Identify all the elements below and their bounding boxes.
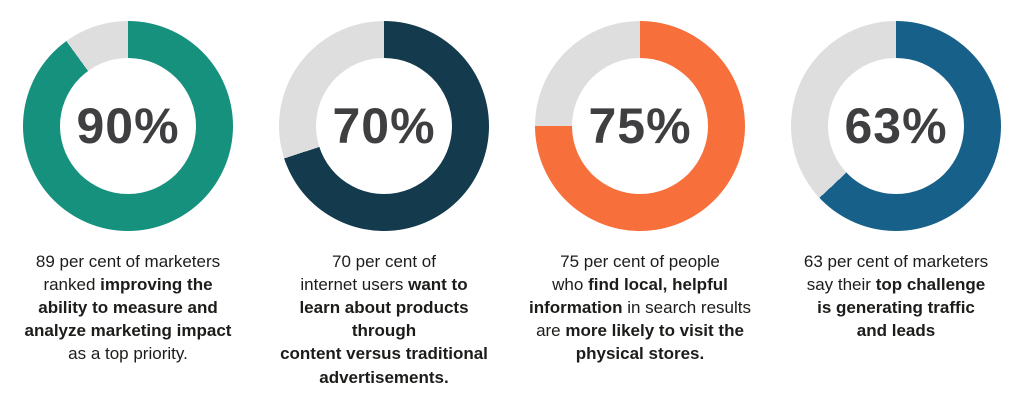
description-line: are more likely to visit the bbox=[529, 319, 751, 342]
description-bold-text: advertisements. bbox=[319, 367, 449, 387]
donut-hole: 90% bbox=[60, 58, 196, 194]
donut-hole: 75% bbox=[572, 58, 708, 194]
stat-card-measure-impact: 90% 89 per cent of marketers ranked impro… bbox=[0, 0, 256, 389]
description-text: 63 per cent of marketers bbox=[803, 252, 989, 271]
description-line: who find local, helpful bbox=[529, 273, 751, 296]
description-bold-text: top challenge bbox=[875, 275, 986, 295]
description-line: content versus traditional bbox=[266, 342, 502, 365]
description-bold-text: is generating traffic bbox=[817, 298, 975, 318]
description-bold-text: find local, helpful bbox=[588, 275, 728, 295]
description-text: 70 per cent of bbox=[332, 252, 436, 271]
stat-card-content-vs-ads: 70% 70 per cent of internet users want to… bbox=[256, 0, 512, 389]
description-line: advertisements. bbox=[266, 366, 502, 389]
description-line: is generating traffic bbox=[804, 296, 988, 319]
percent-label: 75% bbox=[588, 98, 692, 154]
description-bold-text: want to bbox=[408, 275, 468, 295]
stat-description: 89 per cent of marketers ranked improving… bbox=[15, 250, 242, 366]
description-line: learn about products through bbox=[266, 296, 502, 342]
description-bold-text: analyze marketing impact bbox=[24, 321, 232, 341]
description-text: are bbox=[536, 321, 566, 341]
stat-card-local-search: 75% 75 per cent of people who find local,… bbox=[512, 0, 768, 389]
stat-description: 75 per cent of people who find local, hel… bbox=[519, 250, 761, 366]
description-line: physical stores. bbox=[529, 342, 751, 365]
stat-card-traffic-leads: 63% 63 per cent of marketers say their to… bbox=[768, 0, 1024, 389]
description-line: 70 per cent of bbox=[266, 250, 502, 273]
stat-donut-row: 90% 89 per cent of marketers ranked impro… bbox=[0, 0, 1024, 389]
donut-hole: 70% bbox=[316, 58, 452, 194]
description-line: 75 per cent of people bbox=[529, 250, 751, 273]
description-line: and leads bbox=[804, 319, 988, 342]
description-bold-text: and leads bbox=[856, 321, 936, 341]
description-bold-text: ability to measure and bbox=[38, 298, 218, 318]
description-text: ranked bbox=[43, 275, 101, 295]
percent-label: 90% bbox=[76, 98, 180, 154]
description-line: 89 per cent of marketers bbox=[25, 250, 232, 273]
description-line: ability to measure and bbox=[25, 296, 232, 319]
description-text: 89 per cent of marketers bbox=[35, 252, 221, 271]
donut-hole: 63% bbox=[828, 58, 964, 194]
description-text: who bbox=[552, 275, 589, 295]
description-text: in search results bbox=[622, 298, 751, 318]
description-bold-text: learn about products through bbox=[299, 298, 469, 341]
description-line: say their top challenge bbox=[804, 273, 988, 296]
description-line: as a top priority. bbox=[25, 342, 232, 365]
donut-chart-75: 75% bbox=[535, 21, 745, 231]
percent-label: 63% bbox=[844, 98, 948, 154]
donut-chart-63: 63% bbox=[791, 21, 1001, 231]
percent-label: 70% bbox=[332, 98, 436, 154]
description-text: say their bbox=[806, 275, 876, 295]
description-bold-text: physical stores. bbox=[575, 344, 705, 364]
donut-chart-70: 70% bbox=[279, 21, 489, 231]
donut-chart-90: 90% bbox=[23, 21, 233, 231]
description-line: information in search results bbox=[529, 296, 751, 319]
description-line: ranked improving the bbox=[25, 273, 232, 296]
description-bold-text: improving the bbox=[100, 275, 213, 295]
description-text: as a top priority. bbox=[68, 344, 188, 364]
description-bold-text: content versus traditional bbox=[280, 344, 488, 364]
description-bold-text: information bbox=[529, 298, 623, 318]
description-line: internet users want to bbox=[266, 273, 502, 296]
stat-description: 70 per cent of internet users want to lear… bbox=[256, 250, 512, 389]
description-line: analyze marketing impact bbox=[25, 319, 232, 342]
description-line: 63 per cent of marketers bbox=[804, 250, 988, 273]
description-bold-text: more likely to visit the bbox=[565, 321, 744, 341]
description-text: internet users bbox=[300, 275, 409, 295]
stat-description: 63 per cent of marketers say their top ch… bbox=[794, 250, 998, 342]
description-text: 75 per cent of people bbox=[560, 252, 720, 271]
